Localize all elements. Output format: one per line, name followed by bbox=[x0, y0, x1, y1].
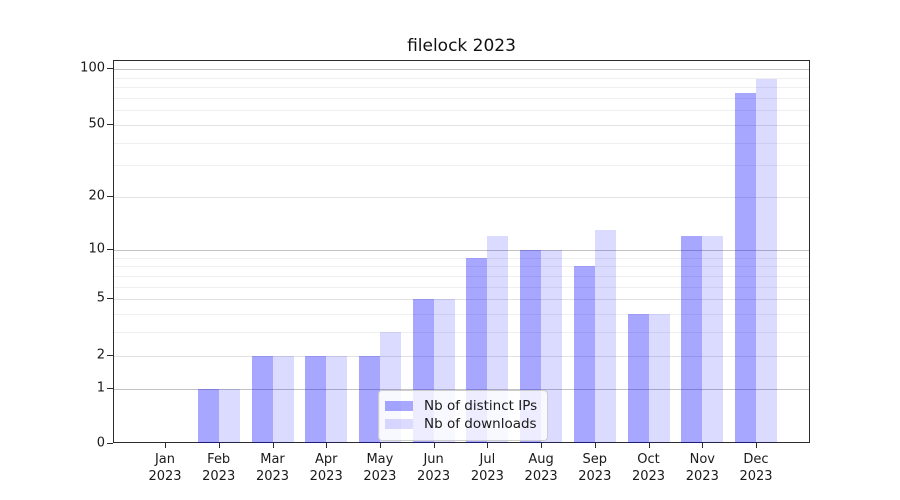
gridline-y-4 bbox=[114, 313, 809, 315]
gridline-y-10 bbox=[114, 249, 809, 251]
x-tick-label-feb: Feb 2023 bbox=[202, 452, 236, 484]
legend-item-distinct-ips: Nb of distinct IPs bbox=[385, 398, 537, 414]
legend: Nb of distinct IPs Nb of downloads bbox=[378, 390, 549, 441]
x-tick-mark-mar bbox=[272, 443, 274, 448]
chart-title: filelock 2023 bbox=[407, 36, 516, 56]
legend-label-distinct-ips: Nb of distinct IPs bbox=[424, 398, 538, 414]
x-tick-mark-apr bbox=[326, 443, 328, 448]
x-tick-mark-jul bbox=[487, 443, 489, 448]
gridline-y-30 bbox=[114, 165, 809, 167]
gridline-y-2 bbox=[114, 355, 809, 357]
bar-distinct-ips-sep bbox=[573, 266, 595, 443]
gridline-y-40 bbox=[114, 142, 809, 144]
y-tick-mark-10 bbox=[107, 248, 113, 250]
y-tick-mark-2 bbox=[107, 354, 113, 356]
gridline-y-70 bbox=[114, 97, 809, 99]
x-tick-label-aug: Aug 2023 bbox=[524, 452, 558, 484]
x-tick-label-may: May 2023 bbox=[363, 452, 397, 484]
x-tick-mark-sep bbox=[594, 443, 596, 448]
legend-swatch-downloads bbox=[385, 419, 413, 429]
gridline-y-60 bbox=[114, 110, 809, 112]
gridline-y-8 bbox=[114, 266, 809, 268]
bar-distinct-ips-feb bbox=[197, 388, 219, 443]
bar-distinct-ips-oct bbox=[627, 313, 649, 443]
x-tick-mark-aug bbox=[541, 443, 543, 448]
y-tick-label-20: 20 bbox=[88, 188, 105, 204]
legend-label-downloads: Nb of downloads bbox=[424, 416, 537, 432]
y-tick-label-100: 100 bbox=[80, 60, 105, 76]
x-tick-label-nov: Nov 2023 bbox=[685, 452, 719, 484]
bar-distinct-ips-mar bbox=[251, 355, 273, 443]
y-tick-label-2: 2 bbox=[96, 347, 105, 362]
plot-area bbox=[113, 60, 810, 443]
x-tick-mark-nov bbox=[702, 443, 704, 448]
x-tick-label-apr: Apr 2023 bbox=[309, 452, 343, 484]
gridline-y-90 bbox=[114, 77, 809, 79]
x-tick-label-jul: Jul 2023 bbox=[470, 452, 504, 484]
y-tick-label-50: 50 bbox=[88, 116, 105, 132]
bar-distinct-ips-may bbox=[358, 355, 380, 443]
x-tick-mark-feb bbox=[218, 443, 220, 448]
x-tick-mark-jan bbox=[165, 443, 166, 448]
gridline-y-1 bbox=[114, 388, 809, 390]
gridline-y-20 bbox=[114, 197, 809, 199]
y-tick-mark-1 bbox=[107, 387, 113, 389]
x-tick-label-jun: Jun 2023 bbox=[417, 452, 451, 484]
y-tick-label-1: 1 bbox=[96, 380, 105, 396]
bar-downloads-sep bbox=[594, 230, 616, 443]
bar-downloads-dec bbox=[756, 78, 777, 443]
legend-swatch-distinct-ips bbox=[385, 401, 413, 411]
x-tick-label-sep: Sep 2023 bbox=[578, 452, 612, 484]
y-tick-label-10: 10 bbox=[88, 241, 105, 257]
gridline-y-80 bbox=[114, 87, 809, 89]
gridline-y-3 bbox=[114, 332, 809, 334]
gridline-y-9 bbox=[114, 257, 809, 259]
y-tick-mark-0 bbox=[107, 443, 113, 444]
y-tick-label-0: 0 bbox=[96, 435, 105, 451]
y-tick-mark-5 bbox=[107, 298, 113, 300]
bar-distinct-ips-nov bbox=[681, 236, 703, 443]
x-tick-label-oct: Oct 2023 bbox=[631, 452, 666, 484]
gridline-y-5 bbox=[114, 299, 809, 301]
legend-item-downloads: Nb of downloads bbox=[385, 416, 537, 432]
gridline-y-7 bbox=[114, 275, 809, 277]
bar-downloads-nov bbox=[702, 236, 724, 443]
x-tick-label-dec: Dec 2023 bbox=[739, 452, 773, 484]
y-tick-label-5: 5 bbox=[96, 290, 105, 306]
x-tick-mark-oct bbox=[648, 443, 650, 448]
bar-downloads-oct bbox=[648, 313, 670, 443]
x-tick-label-mar: Mar 2023 bbox=[255, 452, 290, 484]
bar-downloads-feb bbox=[218, 388, 240, 443]
y-tick-mark-50 bbox=[107, 123, 113, 125]
x-tick-mark-may bbox=[379, 443, 381, 448]
bar-distinct-ips-apr bbox=[305, 355, 327, 443]
bar-distinct-ips-dec bbox=[735, 93, 756, 443]
bar-downloads-mar bbox=[272, 355, 294, 443]
gridline-y-50 bbox=[114, 124, 809, 126]
x-tick-mark-dec bbox=[756, 443, 757, 448]
x-tick-label-jan: Jan 2023 bbox=[148, 452, 182, 484]
gridline-y-6 bbox=[114, 286, 809, 288]
x-tick-mark-jun bbox=[433, 443, 435, 448]
gridline-y-100 bbox=[114, 69, 809, 71]
y-tick-mark-100 bbox=[107, 68, 113, 70]
y-tick-mark-20 bbox=[107, 196, 113, 198]
bar-downloads-apr bbox=[326, 355, 348, 443]
